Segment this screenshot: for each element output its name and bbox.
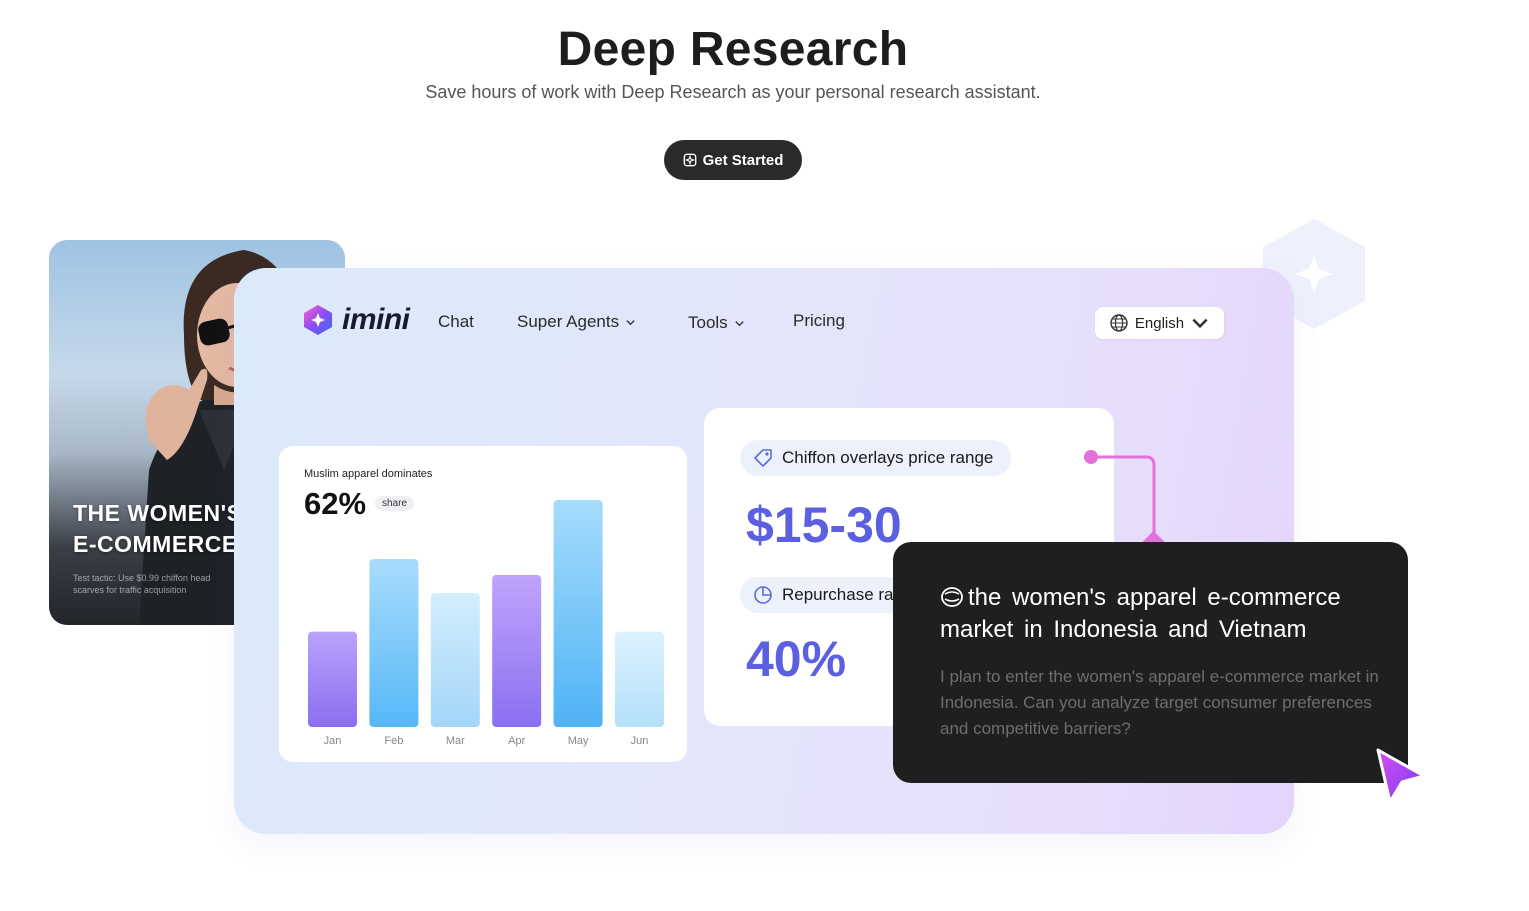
bar-mar xyxy=(430,593,480,727)
bar-chart: Jan Feb Mar Apr May Jun xyxy=(308,500,664,747)
imini-logo[interactable]: imini xyxy=(300,302,410,338)
chevron-down-icon xyxy=(1192,318,1208,329)
get-started-label: Get Started xyxy=(702,151,784,169)
page-subtitle: Save hours of work with Deep Research as… xyxy=(425,82,1041,102)
x-tick-label: Mar xyxy=(446,735,465,747)
photo-heading: THE WOMEN'S E-COMMERCE xyxy=(73,500,243,557)
page-title: Deep Research xyxy=(557,23,909,76)
repurchase-label: Repurchase ra xyxy=(782,585,894,604)
price-range-value: $15-30 xyxy=(746,497,902,553)
bar-jan xyxy=(308,631,357,727)
cursor-pointer-icon xyxy=(1376,748,1426,804)
repurchase-value: 40% xyxy=(746,631,847,687)
x-tick-label: Jan xyxy=(324,735,342,747)
x-tick-label: Feb xyxy=(384,735,403,747)
bar-may xyxy=(553,500,603,727)
bar-feb xyxy=(369,559,419,727)
nav-chat[interactable]: Chat xyxy=(438,312,474,332)
globe-icon xyxy=(1110,314,1128,332)
repurchase-tag: Repurchase ra xyxy=(740,577,912,613)
language-label: English xyxy=(1134,314,1185,332)
x-tick-label: May xyxy=(568,735,589,747)
nav-tools-label: Tools xyxy=(688,313,728,332)
nav-pricing-label: Pricing xyxy=(793,311,845,330)
connector-line xyxy=(1084,450,1165,553)
get-started-button[interactable]: Get Started xyxy=(664,140,802,180)
chevron-down-icon xyxy=(735,320,744,326)
imini-logo-icon xyxy=(304,305,332,335)
x-tick-label: Jun xyxy=(631,735,649,747)
nav-chat-label: Chat xyxy=(438,312,474,331)
share-badge: share xyxy=(375,496,415,511)
pie-chart-icon xyxy=(754,586,772,604)
research-prompt-popup: the women's apparel e-commerce market in… xyxy=(893,542,1408,783)
popup-body: I plan to enter the women's apparel e-co… xyxy=(940,667,1379,738)
bar-apr xyxy=(492,574,542,727)
nav-super-agents[interactable]: Super Agents xyxy=(517,312,636,332)
nav-pricing[interactable]: Pricing xyxy=(793,311,845,331)
research-icon xyxy=(941,587,963,607)
language-selector[interactable]: English xyxy=(1095,307,1224,339)
price-range-tag: Chiffon overlays price range xyxy=(740,440,1012,476)
nav-super-agents-label: Super Agents xyxy=(517,312,620,331)
nav-tools[interactable]: Tools xyxy=(688,313,745,333)
popup-title-text: the women's apparel e-commerce market in… xyxy=(940,584,1341,643)
price-range-label: Chiffon overlays price range xyxy=(782,448,994,467)
x-tick-label: Apr xyxy=(508,735,525,747)
chart-title: Muslim apparel dominates xyxy=(304,468,433,480)
photo-caption: Test tactic: Use $0.99 chiffon head scar… xyxy=(73,573,211,595)
chevron-down-icon xyxy=(626,319,635,325)
market-share-chart-card: Muslim apparel dominates 62% share Jan Fe… xyxy=(279,446,687,762)
bar-jun xyxy=(615,631,664,727)
price-tag-icon xyxy=(754,449,772,467)
popup-title: the women's apparel e-commerce market in… xyxy=(940,582,1380,646)
chart-share-value: 62% xyxy=(304,486,367,521)
logo-text: imini xyxy=(342,303,410,336)
sparkle-box-icon xyxy=(683,153,696,167)
